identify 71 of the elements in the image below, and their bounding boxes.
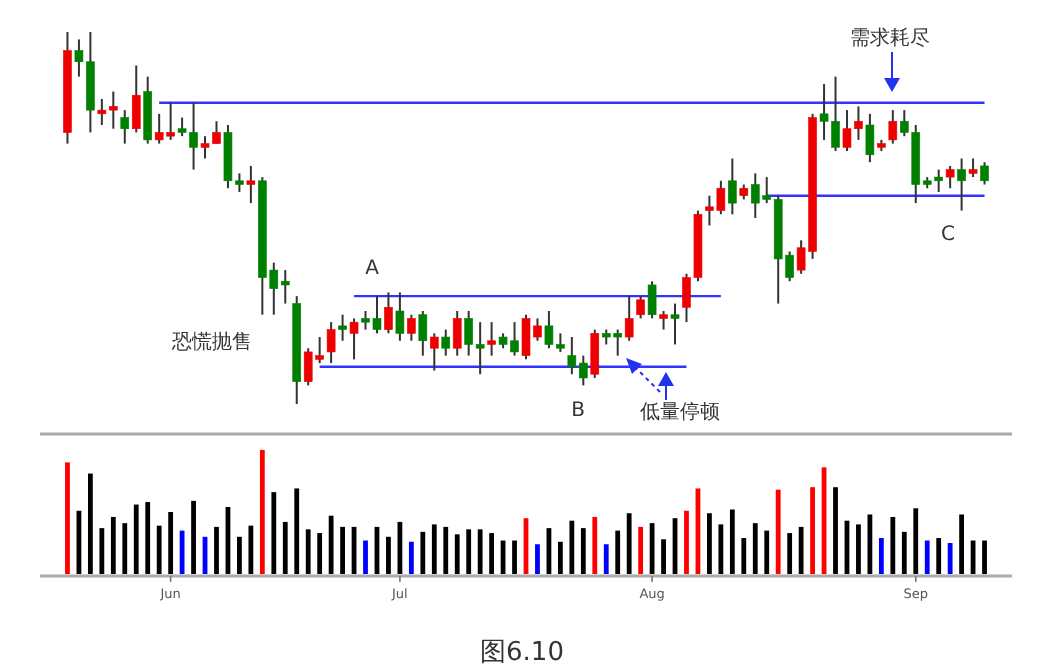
bar: [191, 500, 196, 574]
bar: [477, 529, 483, 574]
bar: [947, 543, 953, 574]
bar: [110, 516, 116, 574]
bar: [294, 488, 300, 574]
bar: [168, 512, 174, 574]
bar: [626, 513, 632, 574]
bar: [913, 508, 919, 574]
bar: [317, 533, 323, 574]
bar: [707, 513, 712, 574]
bar: [65, 462, 70, 574]
annotation: 恐慌抛售: [170, 330, 252, 354]
bar: [924, 540, 930, 574]
bar: [752, 523, 758, 574]
bar: [959, 514, 965, 574]
bar: [99, 528, 105, 574]
bar: [340, 526, 345, 574]
bar: [741, 538, 747, 574]
bar: [878, 538, 884, 574]
bar: [443, 526, 449, 574]
bar: [489, 533, 495, 574]
bar: [569, 520, 575, 574]
annotation: 低量停顿: [640, 400, 720, 424]
bar: [810, 487, 815, 574]
bar: [936, 538, 942, 574]
bar: [684, 510, 689, 574]
bar: [328, 515, 334, 574]
bar: [122, 523, 128, 574]
annotation: C: [941, 224, 956, 246]
bar: [729, 509, 735, 574]
bar: [87, 473, 93, 574]
bar: [833, 487, 838, 574]
bar: [592, 516, 598, 574]
bar: [363, 540, 368, 574]
bar: [248, 525, 254, 574]
bar: [214, 526, 219, 574]
bar: [237, 536, 242, 574]
annotation: 需求耗尽: [850, 26, 930, 50]
bar: [386, 536, 391, 574]
bar: [454, 534, 460, 574]
bar: [856, 524, 861, 574]
bar: [512, 540, 517, 574]
bar: [145, 502, 151, 574]
bar: [156, 525, 162, 574]
bar: [535, 544, 540, 574]
annotation: B: [571, 400, 586, 422]
bar: [466, 529, 472, 574]
bar: [603, 544, 609, 574]
bar: [787, 533, 793, 574]
bar: [282, 521, 288, 574]
bar: [890, 516, 896, 574]
bar: [133, 504, 139, 574]
bar: [431, 524, 437, 574]
caption: 图6.10: [480, 638, 564, 668]
bar: [638, 526, 644, 574]
bar: [305, 529, 311, 574]
bar: [901, 531, 907, 574]
bar: [982, 540, 987, 574]
bar: [408, 541, 414, 574]
bar: [775, 489, 781, 574]
bar: [661, 539, 666, 574]
bar: [764, 530, 770, 574]
bar: [420, 531, 426, 574]
bar: [798, 526, 804, 574]
annotation: A: [365, 258, 380, 280]
bar: [271, 492, 277, 574]
bar: [580, 528, 586, 574]
bar: [615, 530, 621, 574]
bar: [718, 524, 724, 574]
bar: [259, 450, 265, 574]
bar: [557, 541, 563, 574]
